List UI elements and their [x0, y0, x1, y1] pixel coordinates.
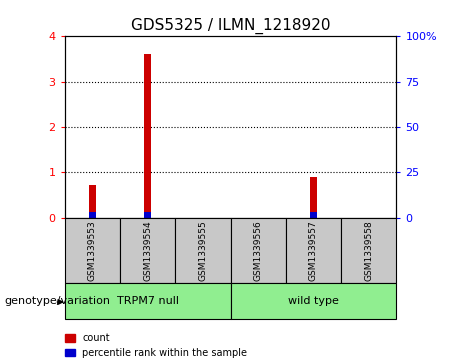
Bar	[230, 283, 396, 319]
Bar	[89, 212, 95, 218]
Text: GSM1339556: GSM1339556	[254, 220, 263, 281]
Bar	[144, 54, 151, 218]
Bar	[341, 218, 396, 283]
Text: TRPM7 null: TRPM7 null	[117, 296, 178, 306]
Text: genotype/variation: genotype/variation	[5, 296, 111, 306]
Text: wild type: wild type	[288, 296, 339, 306]
Bar	[120, 218, 175, 283]
Bar	[175, 218, 230, 283]
Bar	[89, 185, 95, 218]
Bar	[65, 218, 120, 283]
Text: GSM1339557: GSM1339557	[309, 220, 318, 281]
Text: GSM1339555: GSM1339555	[198, 220, 207, 281]
Text: GSM1339558: GSM1339558	[364, 220, 373, 281]
Bar	[65, 283, 230, 319]
Title: GDS5325 / ILMN_1218920: GDS5325 / ILMN_1218920	[131, 17, 330, 33]
Bar	[310, 177, 317, 218]
Text: GSM1339554: GSM1339554	[143, 220, 152, 281]
Text: GSM1339553: GSM1339553	[88, 220, 97, 281]
Bar	[144, 212, 151, 218]
Bar	[310, 212, 317, 218]
Bar	[230, 218, 286, 283]
Bar	[286, 218, 341, 283]
Legend: count, percentile rank within the sample: count, percentile rank within the sample	[65, 333, 247, 358]
